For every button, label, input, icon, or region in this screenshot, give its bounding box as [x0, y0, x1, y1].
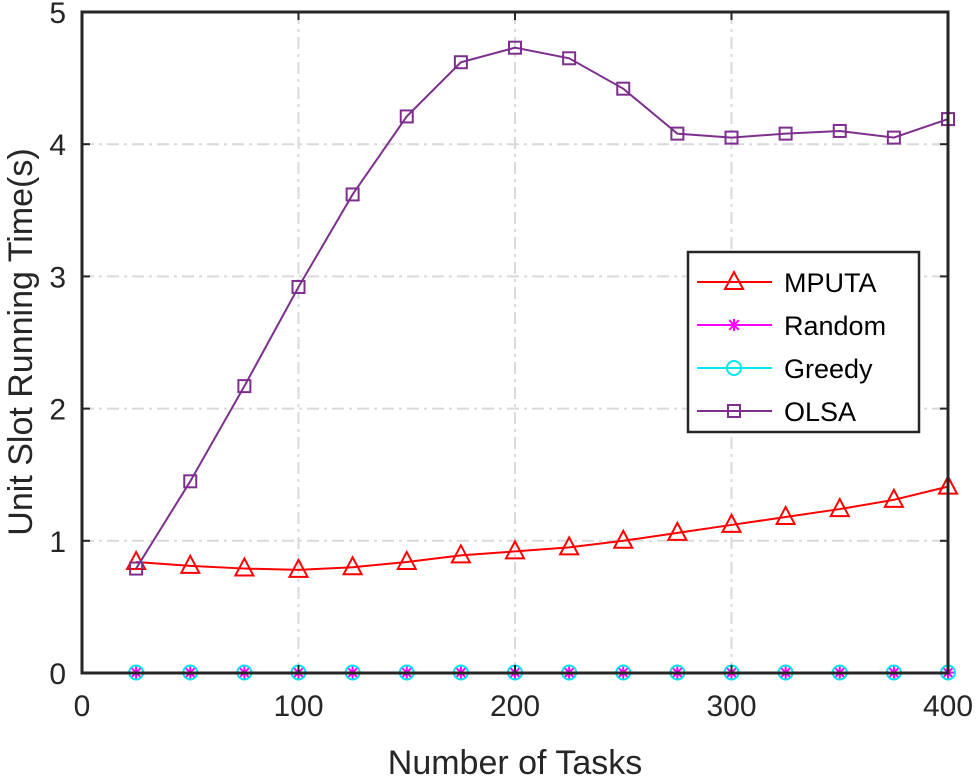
x-tick-label: 200	[490, 690, 540, 723]
data-point-olsa	[129, 561, 144, 576]
data-point-mputa	[720, 512, 743, 533]
data-point-olsa	[832, 123, 847, 138]
data-point-mputa	[558, 535, 580, 556]
data-point-mputa	[396, 549, 418, 570]
data-point-olsa	[291, 279, 306, 294]
y-tick-label: 5	[49, 0, 66, 30]
data-point-olsa	[670, 126, 685, 141]
data-point-olsa	[886, 130, 901, 145]
legend-marker-random	[728, 319, 740, 331]
series-line-mputa	[136, 485, 949, 571]
data-point-olsa	[562, 51, 577, 66]
data-point-olsa	[399, 109, 414, 124]
data-point-olsa	[508, 40, 522, 55]
axis-ticks: 0 100 200 300 400 0 1 2 3 4 5	[49, 0, 973, 723]
series-olsa	[129, 40, 955, 576]
y-tick-label: 3	[49, 261, 66, 294]
data-point-olsa	[453, 55, 468, 70]
data-point-mputa	[450, 543, 472, 564]
legend-marker-olsa	[727, 404, 741, 418]
legend: MPUTA Random Greedy OLSA	[686, 250, 921, 434]
y-axis-label: Unit Slot Running Time(s)	[2, 148, 40, 535]
x-tick-label: 300	[706, 690, 756, 723]
series-mputa	[125, 474, 959, 578]
y-tick-label: 4	[49, 129, 66, 162]
data-point-olsa	[345, 187, 360, 202]
legend-marker-mputa	[723, 269, 745, 290]
data-point-mputa	[233, 556, 256, 577]
data-point-olsa	[616, 81, 631, 96]
data-point-mputa	[883, 487, 905, 508]
x-tick-label: 100	[273, 690, 323, 723]
data-point-mputa	[341, 555, 364, 576]
y-tick-label: 2	[49, 394, 66, 427]
data-point-mputa	[287, 557, 310, 578]
x-tick-label: 400	[923, 690, 973, 723]
data-point-olsa	[183, 474, 198, 489]
legend-label-greedy: Greedy	[784, 354, 873, 384]
legend-label-random: Random	[784, 311, 886, 341]
legend-marker-greedy	[726, 360, 742, 376]
x-tick-label: 0	[74, 690, 91, 723]
y-tick-label: 0	[49, 658, 66, 691]
data-point-mputa	[666, 520, 689, 541]
data-point-olsa	[778, 126, 793, 141]
data-point-mputa	[774, 504, 797, 526]
series-line-olsa	[135, 46, 949, 570]
y-tick-label: 1	[49, 526, 66, 559]
data-point-mputa	[829, 496, 851, 518]
asterisk-stroke	[728, 319, 740, 331]
legend-label-mputa: MPUTA	[784, 268, 877, 298]
data-point-mputa	[179, 553, 201, 574]
legend-label-olsa: OLSA	[784, 397, 856, 427]
data-point-mputa	[504, 539, 526, 560]
data-point-mputa	[612, 528, 634, 549]
data-point-olsa	[237, 379, 252, 394]
x-axis-label: Number of Tasks	[388, 744, 642, 780]
data-point-olsa	[724, 130, 739, 145]
